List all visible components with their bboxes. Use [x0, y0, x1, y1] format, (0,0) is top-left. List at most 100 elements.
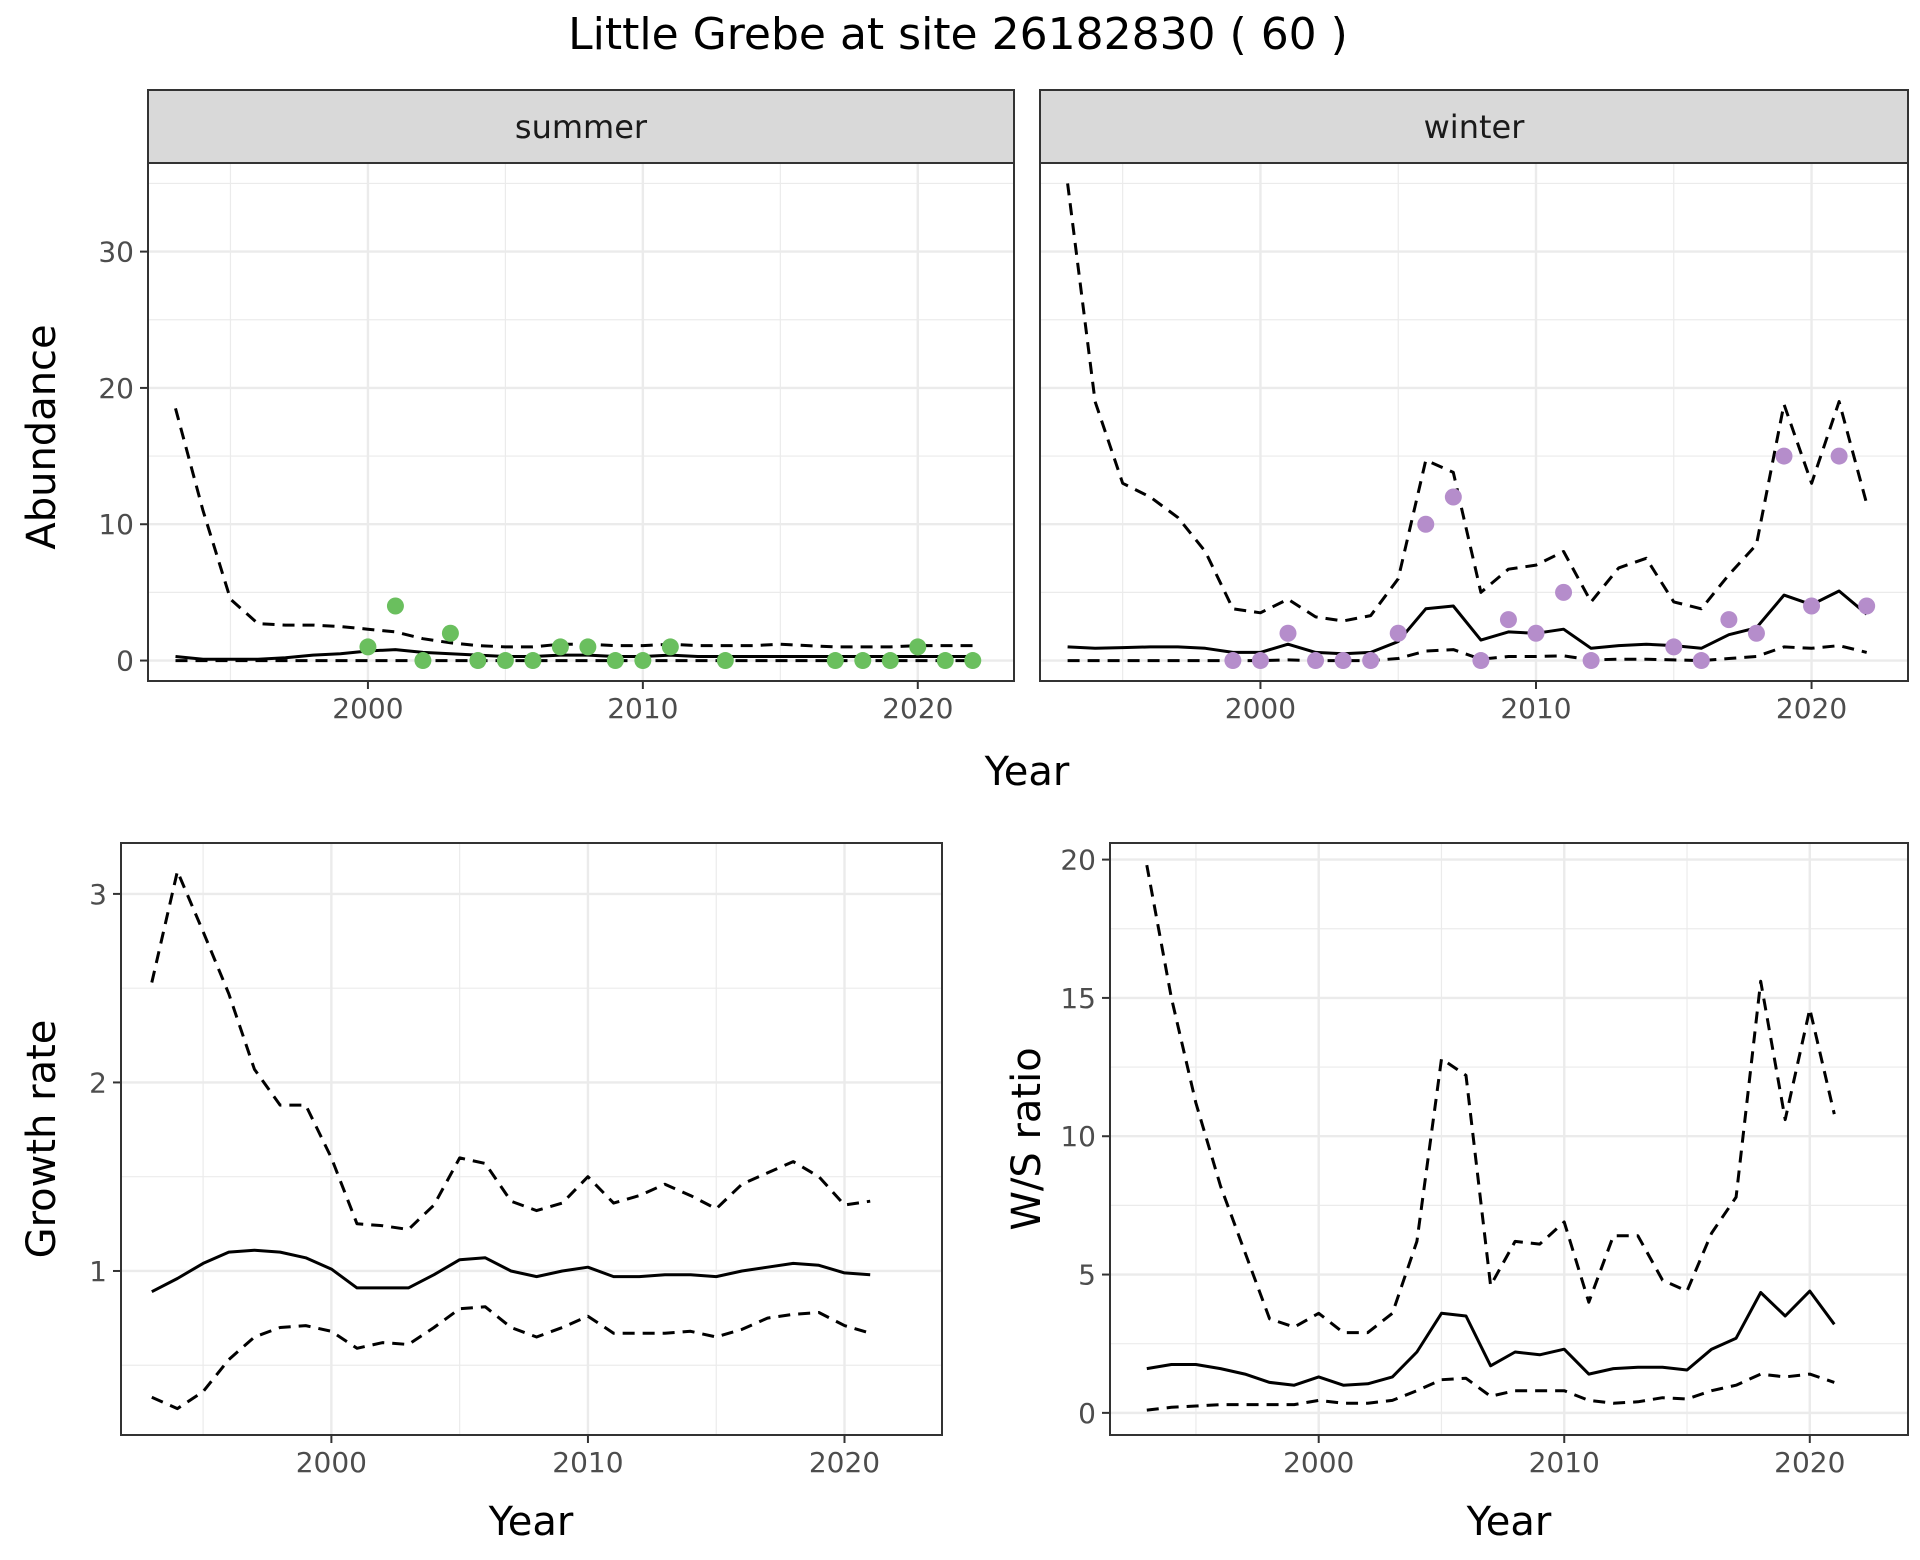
- summer-data-point: [524, 652, 542, 670]
- ws-ratio-grid: [1110, 843, 1908, 1435]
- growth-rate-y-tick-label: 1: [89, 1255, 107, 1288]
- abundance-x-axis-title: Year: [984, 749, 1070, 795]
- ws-ratio-panel-border: [1109, 842, 1909, 1436]
- ws-ratio-lower-line: [1146, 1372, 1835, 1412]
- summer-data-point: [551, 638, 569, 656]
- winter-data-point: [1582, 652, 1600, 670]
- summer-grid: [148, 163, 1014, 681]
- winter-upper-line: [1066, 183, 1869, 623]
- summer-data-point: [936, 652, 954, 670]
- winter-data-point: [1720, 611, 1738, 629]
- winter-x-tick-label: 2000: [1225, 692, 1296, 725]
- winter-data-point: [1830, 447, 1848, 465]
- growth-rate-panel-border: [120, 842, 943, 1436]
- ws-ratio-mean-line: [1146, 1289, 1836, 1387]
- winter-data-point: [1775, 447, 1793, 465]
- winter-data-point: [1747, 624, 1765, 642]
- summer-x-tick-label: 2000: [332, 692, 403, 725]
- summer-data-point: [661, 638, 679, 656]
- winter-strip-label: winter: [1424, 108, 1526, 146]
- growth-rate-x-tick-label: 2020: [809, 1446, 880, 1479]
- winter-points: [1224, 447, 1876, 670]
- growth-rate-x-ticks: 2000 2010 2020: [296, 1435, 880, 1479]
- ws-ratio-x-ticks: 2000 2010 2020: [1283, 1435, 1845, 1479]
- summer-y-tick-label: 30: [98, 236, 134, 269]
- abundance-y-axis-title: Abundance: [19, 324, 65, 549]
- winter-data-point: [1555, 583, 1573, 601]
- summer-data-point: [496, 652, 514, 670]
- winter-data-point: [1307, 652, 1325, 670]
- growth-rate-panel: 2000 2010 2020 1 2 3: [89, 842, 943, 1479]
- summer-data-point: [826, 652, 844, 670]
- growth-rate-lower-line: [151, 1305, 871, 1411]
- ws-ratio-y-tick-label: 20: [1060, 844, 1096, 877]
- winter-x-tick-label: 2020: [1776, 692, 1847, 725]
- winter-data-point: [1472, 652, 1490, 670]
- ws-ratio-lines: [1145, 864, 1836, 1412]
- ws-ratio-x-tick-label: 2020: [1774, 1446, 1845, 1479]
- growth-rate-lines: [150, 869, 871, 1411]
- summer-data-point: [441, 624, 459, 642]
- summer-data-point: [386, 597, 404, 615]
- ws-ratio-y-tick-label: 10: [1060, 1120, 1096, 1153]
- ws-ratio-y-tick-label: 5: [1078, 1259, 1096, 1292]
- ws-ratio-y-tick-label: 15: [1060, 982, 1096, 1015]
- winter-lines: [1066, 183, 1869, 663]
- summer-data-point: [964, 652, 982, 670]
- winter-mean-line: [1067, 589, 1868, 656]
- summer-data-point: [881, 652, 899, 670]
- summer-data-point: [854, 652, 872, 670]
- winter-x-ticks: 2000 2010 2020: [1225, 681, 1847, 725]
- growth-rate-y-tick-label: 3: [89, 878, 107, 911]
- summer-x-ticks: 2000 2010 2020: [332, 681, 953, 725]
- growth-rate-upper-line: [150, 869, 871, 1231]
- winter-data-point: [1417, 515, 1435, 533]
- ws-ratio-y-ticks: 0 5 10 15 20: [1060, 844, 1110, 1430]
- winter-data-point: [1334, 652, 1352, 670]
- summer-strip-label: summer: [515, 108, 648, 146]
- winter-data-point: [1224, 652, 1242, 670]
- winter-data-point: [1527, 624, 1545, 642]
- summer-data-point: [414, 652, 432, 670]
- growth-rate-y-tick-label: 2: [89, 1066, 107, 1099]
- winter-data-point: [1803, 597, 1821, 615]
- growth-rate-x-tick-label: 2000: [296, 1446, 367, 1479]
- summer-y-tick-label: 0: [116, 645, 134, 678]
- ws-ratio-x-axis-title: Year: [1466, 1499, 1552, 1545]
- winter-data-point: [1858, 597, 1876, 615]
- growth-rate-x-axis-title: Year: [488, 1499, 574, 1545]
- summer-x-tick-label: 2010: [607, 692, 678, 725]
- summer-abundance-panel: summer 2000 2010 2020 0 10 20 30: [98, 89, 1015, 725]
- summer-upper-line: [174, 408, 973, 649]
- winter-data-point: [1251, 652, 1269, 670]
- growth-rate-y-ticks: 1 2 3: [89, 878, 121, 1288]
- summer-data-point: [579, 638, 597, 656]
- summer-y-tick-label: 10: [98, 508, 134, 541]
- winter-data-point: [1279, 624, 1297, 642]
- figure-title: Little Grebe at site 26182830 ( 60 ): [568, 9, 1348, 60]
- winter-lower-line: [1067, 644, 1868, 663]
- ws-ratio-y-axis-title: W/S ratio: [1004, 1047, 1050, 1230]
- winter-data-point: [1692, 652, 1710, 670]
- growth-rate-x-tick-label: 2010: [552, 1446, 623, 1479]
- winter-data-point: [1444, 488, 1462, 506]
- summer-panel-border: [147, 162, 1015, 682]
- summer-data-point: [716, 652, 734, 670]
- winter-panel-border: [1039, 162, 1909, 682]
- growth-rate-grid: [121, 843, 942, 1435]
- summer-data-point: [909, 638, 927, 656]
- growth-rate-y-axis-title: Growth rate: [19, 1020, 65, 1259]
- winter-abundance-panel: winter 2000 2010 2020: [1039, 89, 1909, 725]
- ws-ratio-y-tick-label: 0: [1078, 1397, 1096, 1430]
- summer-points: [359, 597, 982, 670]
- ws-ratio-x-tick-label: 2010: [1529, 1446, 1600, 1479]
- ws-ratio-upper-line: [1145, 864, 1836, 1335]
- winter-data-point: [1389, 624, 1407, 642]
- winter-data-point: [1499, 611, 1517, 629]
- summer-data-point: [359, 638, 377, 656]
- ws-ratio-panel: 2000 2010 2020 0 5 10 15 20: [1060, 842, 1909, 1479]
- summer-strip: [147, 89, 1015, 164]
- summer-y-tick-label: 20: [98, 372, 134, 405]
